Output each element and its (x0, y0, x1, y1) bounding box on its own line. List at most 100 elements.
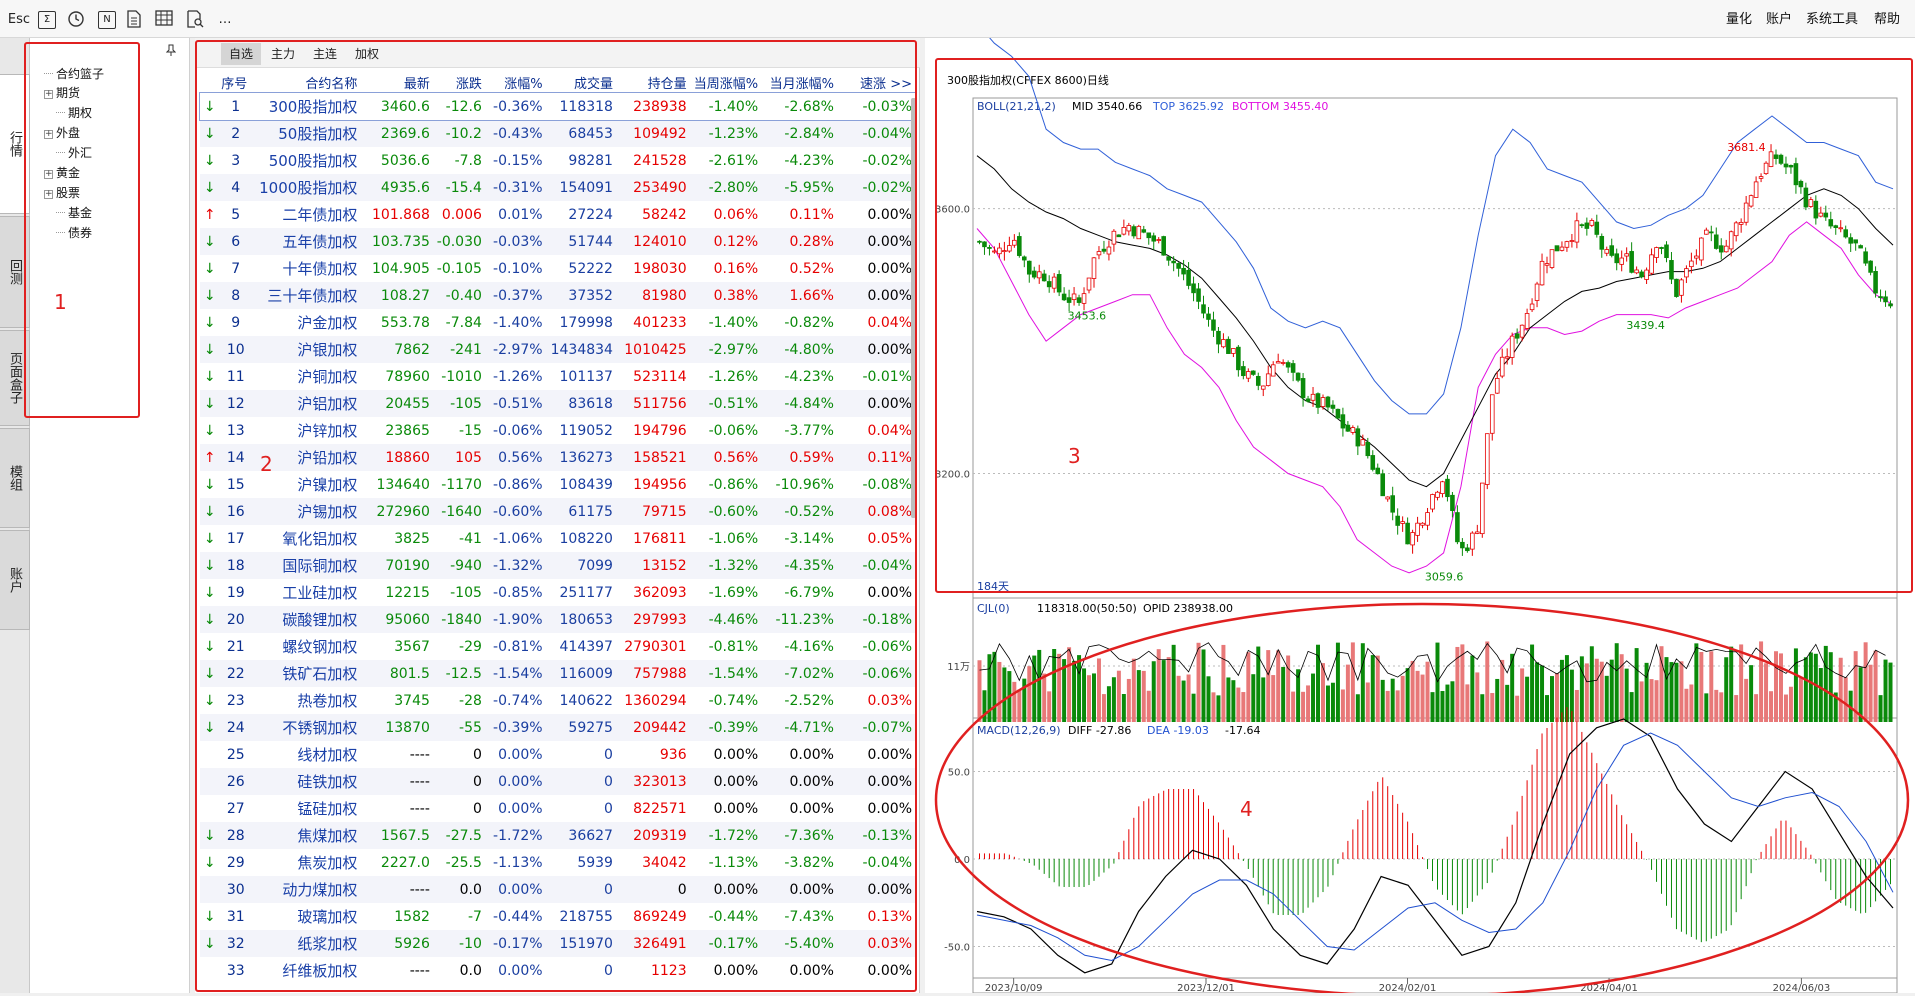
expand-icon[interactable]: + (44, 169, 53, 179)
more-icon[interactable]: … (218, 12, 232, 27)
table-row[interactable]: ↓ 19 工业硅加权 12215 -105 -0.85% 251177 362093 -1.69… (200, 579, 915, 606)
table-row[interactable]: 26 硅铁加权 ---- 0 0.00% 0 323013 0.00% 0.00% 0.00% (200, 768, 915, 795)
expand-icon[interactable]: + (44, 89, 53, 99)
table-row[interactable]: 25 线材加权 ---- 0 0.00% 0 936 0.00% 0.00% 0.00% (200, 741, 915, 768)
clock-icon[interactable] (66, 10, 86, 30)
col-last[interactable]: 最新 (403, 76, 430, 92)
tree-item[interactable]: + 外盘 (44, 124, 80, 142)
vtab-backtest[interactable]: 回测 (0, 216, 30, 328)
table-row[interactable]: ↓ 20 碳酸锂加权 95060 -1840 -1.90% 180653 297993 -4.4… (200, 606, 915, 633)
candle-body (1246, 371, 1251, 379)
tree-root[interactable]: 合约篮子 (44, 65, 104, 83)
news-icon[interactable]: N (98, 11, 116, 29)
candle-body (1076, 297, 1082, 303)
candle-body (1768, 151, 1774, 167)
table-row[interactable]: ↓ 2 50股指加权 2369.6 -10.2 -0.43% 68453 109492 -1.2… (200, 120, 915, 147)
subtab-weighted[interactable]: 加权 (355, 47, 380, 61)
subtab-watchlist[interactable]: 自选 (221, 43, 262, 65)
table-row[interactable]: ↓ 3 500股指加权 5036.6 -7.8 -0.15% 98281 241528 -2.6… (200, 147, 915, 174)
col-week-pct[interactable]: 当周涨幅% (693, 76, 759, 92)
volume-bar (1340, 689, 1345, 722)
menu-account[interactable]: 账户 (1766, 12, 1793, 27)
table-row[interactable]: ↓ 22 铁矿石加权 801.5 -12.5 -1.54% 116009 757988 -1.5… (200, 660, 915, 687)
table-row[interactable]: ↓ 9 沪金加权 553.78 -7.84 -1.40% 179998 401233 -1.40… (200, 309, 915, 336)
table-row[interactable]: 33 纤维板加权 ---- 0.0 0.00% 0 1123 0.00% 0.00% 0.00% (200, 957, 915, 984)
vtab-page-box[interactable]: 页面盒子 (0, 330, 30, 426)
menu-quant[interactable]: 量化 (1726, 12, 1753, 27)
table-row[interactable]: ↓ 32 纸浆加权 5926 -10 -0.17% 151970 326491 -0.17% -5… (200, 930, 915, 957)
table-row[interactable]: ↓ 23 热卷加权 3745 -28 -0.74% 140622 1360294 -0.74% -… (200, 687, 915, 714)
table-row[interactable]: ↓ 8 三十年债加权 108.27 -0.40 -0.37% 37352 81980 0.38%… (200, 282, 915, 309)
col-volume[interactable]: 成交量 (573, 76, 613, 92)
table-row[interactable]: ↓ 28 焦煤加权 1567.5 -27.5 -1.72% 36627 209319 -1.72… (200, 822, 915, 849)
sigma-icon[interactable]: Σ (38, 11, 56, 29)
col-index[interactable]: 序号 (221, 76, 248, 92)
candle-body (1763, 162, 1769, 175)
table-row[interactable]: ↑ 14 沪铅加权 18860 105 0.56% 136273 158521 0.56% 0.5… (200, 444, 915, 471)
candle-body (1275, 361, 1281, 364)
expand-icon[interactable]: + (44, 189, 53, 199)
table-row[interactable]: ↓ 4 1000股指加权 4935.6 -15.4 -0.31% 154091 253490-… (200, 174, 915, 201)
candle-body (1489, 394, 1495, 434)
expand-icon[interactable]: + (44, 129, 53, 139)
table-grid-icon[interactable] (154, 10, 174, 30)
menu-system-tools[interactable]: 系统工具 (1806, 12, 1859, 27)
vtab-account[interactable]: 账户 (0, 530, 30, 630)
tree-item[interactable]: + 黄金 (44, 164, 80, 182)
col-name[interactable]: 合约名称 (305, 76, 358, 92)
table-row[interactable]: ↓ 24 不锈钢加权 13870 -55 -0.39% 59275 209442 -0.39% -… (200, 714, 915, 741)
col-open-interest[interactable]: 持仓量 (647, 76, 687, 92)
col-speed[interactable]: 速涨 >> (837, 71, 915, 93)
table-row[interactable]: ↓ 15 沪镍加权 134640 -1170 -0.86% 108439 194956 -0.8… (200, 471, 915, 498)
table-row[interactable]: ↓ 17 氧化铝加权 3825 -41 -1.06% 108220 176811 -1.06% -… (200, 525, 915, 552)
table-row[interactable]: ↓ 7 十年债加权 104.905 -0.105 -0.10% 52222 198030 0.1… (200, 255, 915, 282)
table-row[interactable]: ↓ 29 焦炭加权 2227.0 -25.5 -1.13% 5939 34042 -1.13% -… (200, 849, 915, 876)
candle-body (1863, 251, 1868, 264)
menu-help[interactable]: 帮助 (1874, 12, 1901, 27)
tree-item[interactable]: 债券 (44, 224, 92, 242)
table-row[interactable]: ↓ 6 五年债加权 103.735 -0.030 -0.03% 51744 124010 0.1… (200, 228, 915, 255)
tree-item[interactable]: + 期货 (44, 84, 80, 102)
table-row[interactable]: ↓ 18 国际铜加权 70190 -940 -1.32% 7099 13152 -1.32% -4… (200, 552, 915, 579)
volume-bar (1415, 670, 1420, 722)
vtab-market[interactable]: 行情 (0, 74, 30, 214)
col-change[interactable]: 涨跌 (455, 76, 482, 92)
table-row[interactable]: 27 锰硅加权 ---- 0 0.00% 0 822571 0.00% 0.00% 0.00% (200, 795, 915, 822)
table-row[interactable]: ↑ 5 二年债加权 101.868 0.006 0.01% 27224 58242 0.06% 0… (200, 201, 915, 228)
table-row[interactable]: 30 动力煤加权 ---- 0.0 0.00% 0 0 0.00% 0.00% 0.00% (200, 876, 915, 903)
volume-bar (1803, 657, 1808, 722)
table-row[interactable]: ↓ 31 玻璃加权 1582 -7 -0.44% 218755 869249 -0.44% -7.… (200, 903, 915, 930)
table-row[interactable]: ↓ 12 沪铝加权 20455 -105 -0.51% 83618 511756 -0.51% -… (200, 390, 915, 417)
table-row[interactable]: ↓ 16 沪锡加权 272960 -1640 -0.60% 61175 79715 -0.60%… (200, 498, 915, 525)
table-scrollbar[interactable] (911, 98, 916, 518)
col-change-pct[interactable]: 涨幅% (504, 76, 543, 92)
table-row[interactable]: ↓ 13 沪锌加权 23865 -15 -0.06% 119052 194796 -0.06% -… (200, 417, 915, 444)
search-document-icon[interactable] (185, 10, 205, 30)
tree-item[interactable]: 基金 (44, 204, 92, 222)
vtab-module[interactable]: 模组 (0, 428, 30, 528)
pin-icon[interactable] (165, 44, 177, 59)
volume-bar (1231, 680, 1236, 722)
tree-item[interactable]: 期权 (44, 104, 92, 122)
document-icon[interactable] (124, 10, 144, 30)
tree-item[interactable]: + 股票 (44, 184, 80, 202)
volume-bar (1067, 647, 1072, 722)
cell-change: -55 (432, 714, 485, 741)
cell-last: 23865 (385, 422, 430, 439)
cell-index: 1 (231, 98, 241, 115)
esc-button[interactable]: Esc (7, 12, 31, 27)
table-row[interactable]: ↓ 10 沪银加权 7862 -241 -2.97% 1434834 1010425 -2.97… (200, 336, 915, 363)
table-row[interactable]: ↓ 21 螺纹钢加权 3567 -29 -0.81% 414397 2790301 -0.81%… (200, 633, 915, 660)
candle-body (1265, 373, 1271, 386)
col-more-button[interactable]: >> (890, 76, 912, 92)
tree-item[interactable]: 外汇 (44, 144, 92, 162)
subtab-main[interactable]: 主力 (271, 47, 296, 61)
cell-change: 0 (472, 800, 482, 817)
table-row[interactable]: ↓ 1 300股指加权 3460.6 -12.6 -0.36% 118318 238938 -1… (199, 92, 916, 121)
table-row[interactable]: ↓ 11 沪铜加权 78960 -1010 -1.26% 101137 523114 -1.26… (200, 363, 915, 390)
col-month-pct[interactable]: 当月涨幅% (769, 76, 834, 92)
subtab-continuous[interactable]: 主连 (313, 47, 338, 61)
volume-bar (1684, 688, 1689, 722)
candle-body (1499, 356, 1505, 377)
kline-chart[interactable]: 300股指加权(CFFEX 8600)日线 BOLL(21,21,2) MID 35… (925, 22, 1915, 994)
